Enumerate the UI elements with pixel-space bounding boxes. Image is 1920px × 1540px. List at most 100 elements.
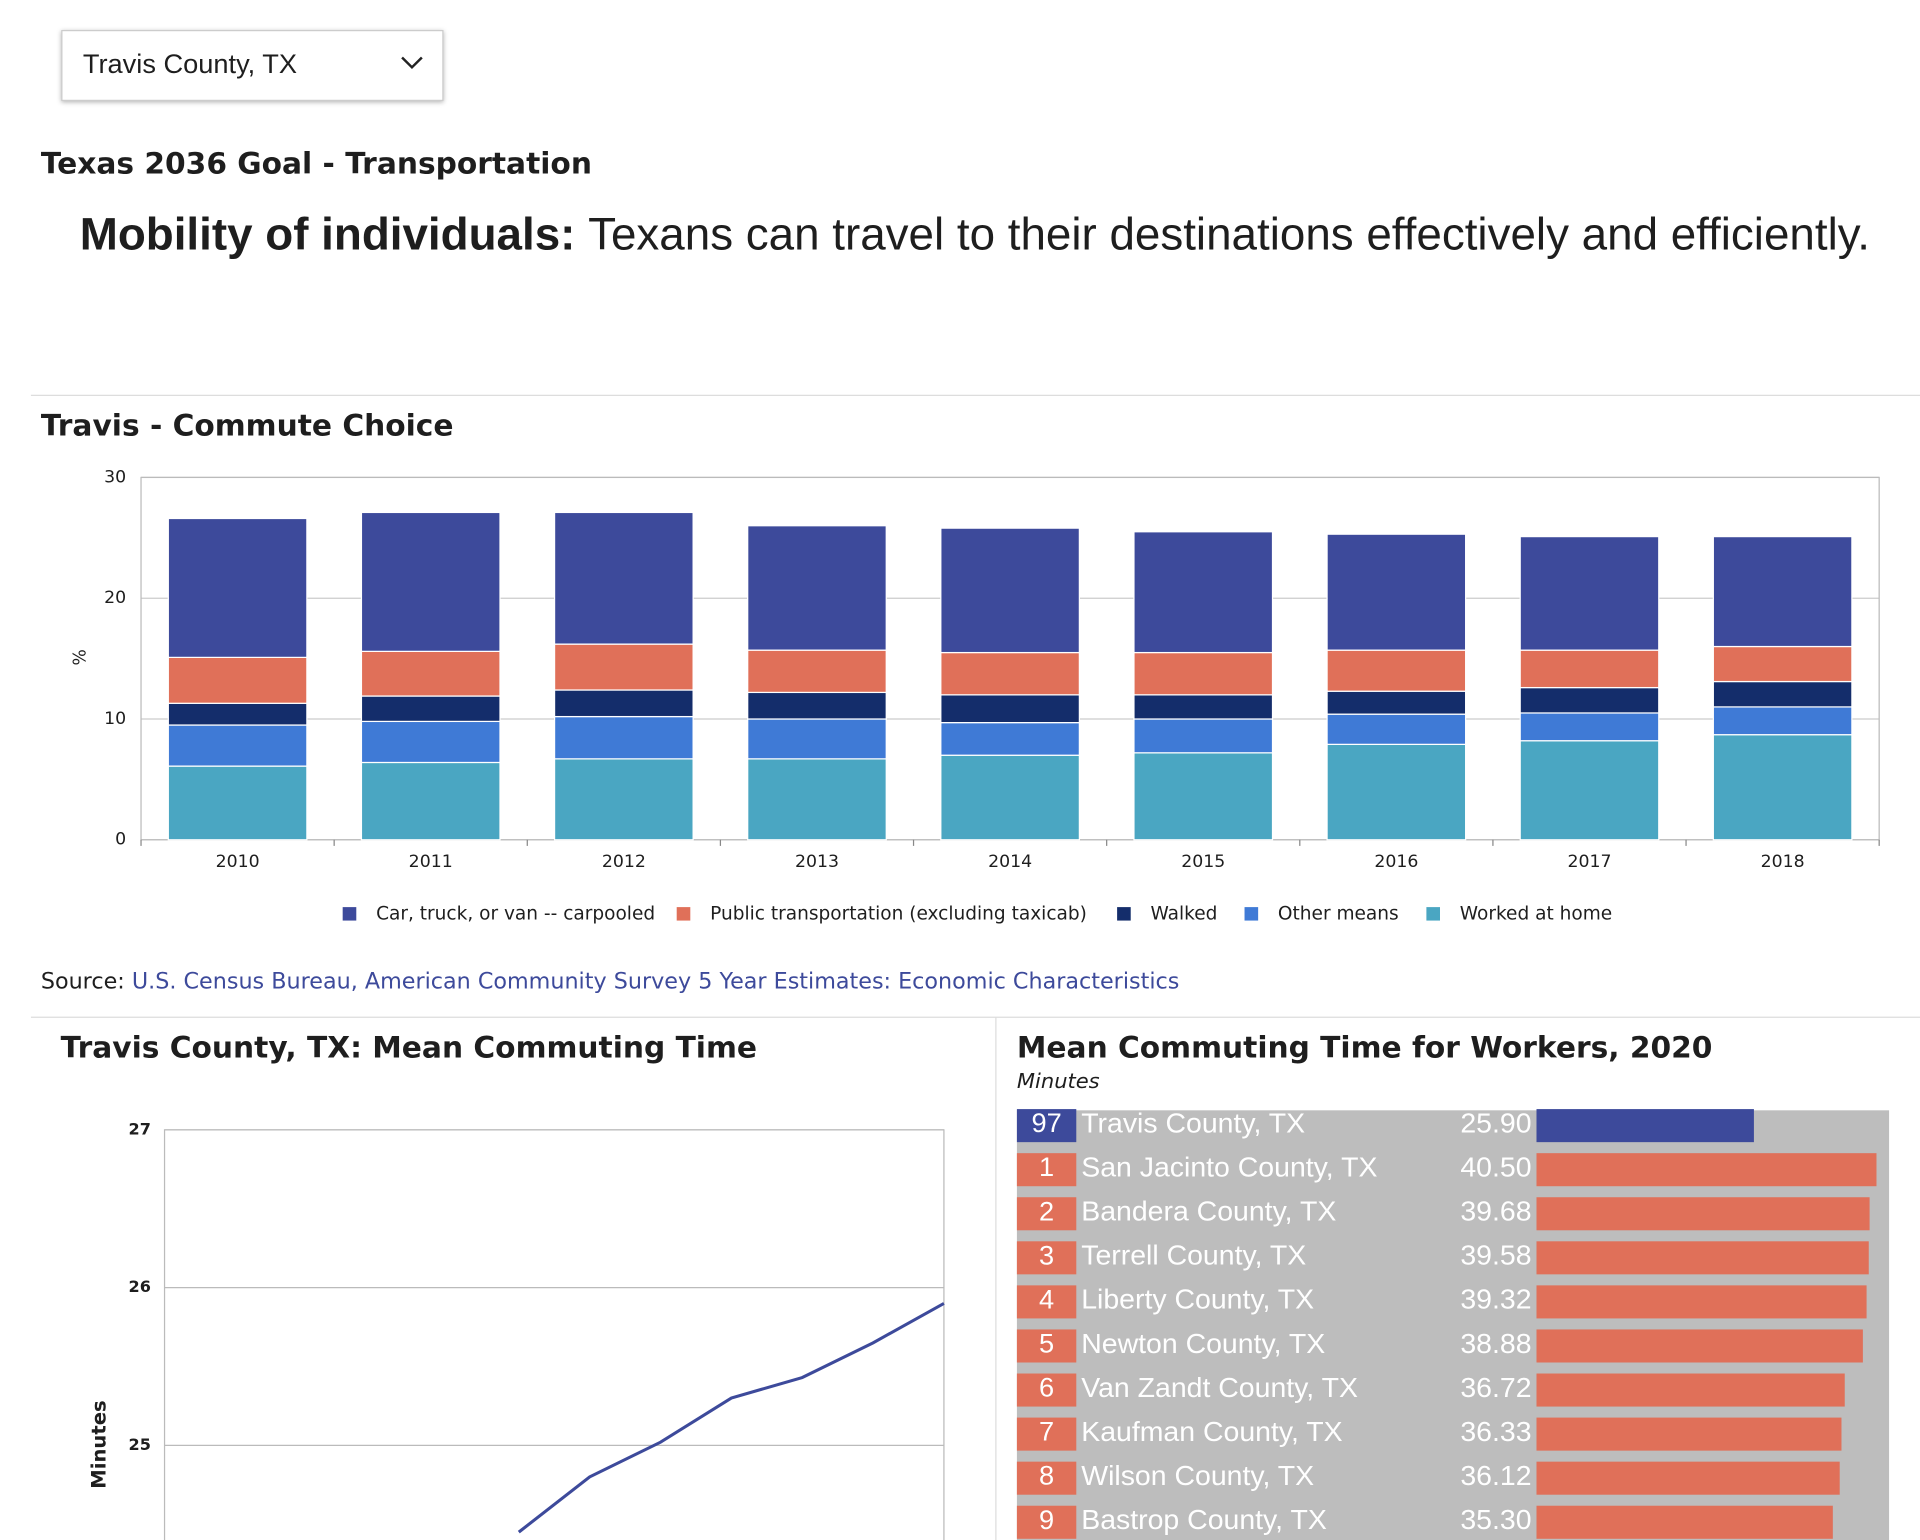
bar-segment	[360, 720, 501, 764]
x-tick-label: 2015	[1181, 852, 1225, 872]
rank-box	[1016, 1461, 1077, 1495]
value-label: 39.32	[1460, 1283, 1531, 1315]
bar	[1536, 1197, 1870, 1231]
rank-box	[1016, 1285, 1077, 1319]
bar-segment	[747, 525, 887, 651]
value-label: 36.12	[1460, 1459, 1531, 1491]
x-tick-label: 2012	[602, 852, 646, 872]
dropdown-box[interactable]	[61, 29, 444, 101]
bar-segment	[747, 758, 887, 841]
goal-text: Texans can travel to their destinations …	[588, 209, 1870, 260]
bar-segment	[747, 718, 887, 760]
legend-label: Other means	[1278, 904, 1399, 925]
county-name: Kaufman County, TX	[1081, 1415, 1343, 1447]
legend-swatch	[1117, 907, 1131, 921]
bar-segment	[167, 656, 308, 704]
legend-swatch	[342, 907, 357, 921]
bar	[1536, 1417, 1842, 1451]
county-dropdown[interactable]: Travis County, TX	[61, 29, 444, 101]
rank-box	[1016, 1109, 1077, 1143]
bar-segment	[940, 651, 1080, 696]
rank-label: 4	[1039, 1284, 1054, 1315]
bar-segment	[940, 527, 1080, 654]
legend-label: Walked	[1151, 904, 1218, 925]
rank-label: 97	[1031, 1107, 1061, 1138]
county-name: Wilson County, TX	[1081, 1459, 1314, 1491]
bar-segment	[1133, 531, 1274, 654]
rank-label: 9	[1039, 1504, 1054, 1535]
source-prefix: Source:	[41, 968, 125, 994]
rank-box	[1016, 1241, 1077, 1275]
bar	[1536, 1461, 1840, 1495]
legend-swatch	[1426, 907, 1440, 921]
bar-segment	[1519, 712, 1660, 742]
bar-segment	[1519, 740, 1660, 841]
rank-label: 3	[1039, 1239, 1054, 1270]
y-tick-label: 26	[129, 1277, 151, 1296]
x-tick-label: 2010	[216, 852, 260, 872]
value-label: 39.58	[1460, 1239, 1531, 1271]
bar-segment	[1712, 645, 1853, 683]
goal-statement: Mobility of individuals: Texans can trav…	[80, 209, 1870, 260]
bar	[1536, 1153, 1877, 1187]
chart-title: Travis - Commute Choice	[41, 409, 454, 443]
x-tick-label: 2013	[795, 852, 839, 872]
bar-segment	[167, 765, 308, 841]
rank-label: 5	[1039, 1328, 1054, 1359]
bar	[1536, 1109, 1754, 1143]
value-label: 35.30	[1460, 1503, 1531, 1535]
rank-box	[1016, 1329, 1077, 1363]
x-tick-label: 2014	[988, 852, 1032, 872]
chart-title: Travis County, TX: Mean Commuting Time	[61, 1031, 757, 1065]
x-tick-label: 2018	[1761, 852, 1805, 872]
county-name: Bastrop County, TX	[1081, 1503, 1327, 1535]
bar-segment	[1712, 535, 1853, 648]
bar-segment	[553, 689, 694, 718]
y-tick-label: 20	[104, 588, 126, 608]
y-tick-label: 0	[115, 830, 126, 850]
bar-segment	[553, 511, 694, 645]
x-tick-label: 2017	[1567, 852, 1611, 872]
goal-label: Mobility of individuals:	[80, 209, 576, 260]
rank-box	[1016, 1505, 1077, 1539]
plot-frame	[163, 1129, 945, 1540]
county-name: Van Zandt County, TX	[1081, 1371, 1358, 1403]
goal-heading: Texas 2036 Goal - Transportation	[41, 147, 592, 181]
dropdown-chevron[interactable]	[401, 56, 423, 70]
dropdown-value[interactable]: Travis County, TX	[83, 48, 297, 79]
x-tick-label: 2016	[1374, 852, 1418, 872]
rank-label: 7	[1039, 1416, 1054, 1447]
bar-segment	[1133, 694, 1274, 720]
rank-box	[1016, 1197, 1077, 1231]
bar-segment	[360, 761, 501, 841]
rank-box	[1016, 1373, 1077, 1407]
bar-segment	[1326, 533, 1467, 651]
y-tick-label: 10	[104, 709, 126, 729]
bar-segment	[360, 650, 501, 697]
bar	[1536, 1241, 1869, 1275]
bar	[1536, 1285, 1867, 1319]
bar-segment	[167, 517, 308, 659]
county-name: Travis County, TX	[1081, 1107, 1305, 1139]
bar	[1536, 1373, 1845, 1407]
chart-subtitle: Minutes	[1017, 1069, 1100, 1093]
bar-segment	[167, 702, 308, 726]
bar-segment	[1133, 718, 1274, 754]
bar-segment	[1712, 680, 1853, 708]
source-link[interactable]: U.S. Census Bureau, American Community S…	[132, 968, 1179, 994]
rank-label: 8	[1039, 1460, 1054, 1491]
bar-segment	[360, 511, 501, 652]
rank-box	[1016, 1153, 1077, 1187]
bar-segment	[1712, 706, 1853, 736]
bar-segment	[553, 643, 694, 691]
legend-label: Public transportation (excluding taxicab…	[710, 904, 1087, 925]
legend-swatch	[676, 907, 691, 921]
rank-label: 2	[1039, 1195, 1054, 1226]
county-name: Liberty County, TX	[1081, 1283, 1314, 1315]
bar-segment	[940, 754, 1080, 841]
county-name: Newton County, TX	[1081, 1327, 1325, 1359]
bar-segment	[1133, 752, 1274, 841]
bar-segment	[1519, 686, 1660, 714]
source: Source: U.S. Census Bureau, American Com…	[41, 968, 1180, 994]
